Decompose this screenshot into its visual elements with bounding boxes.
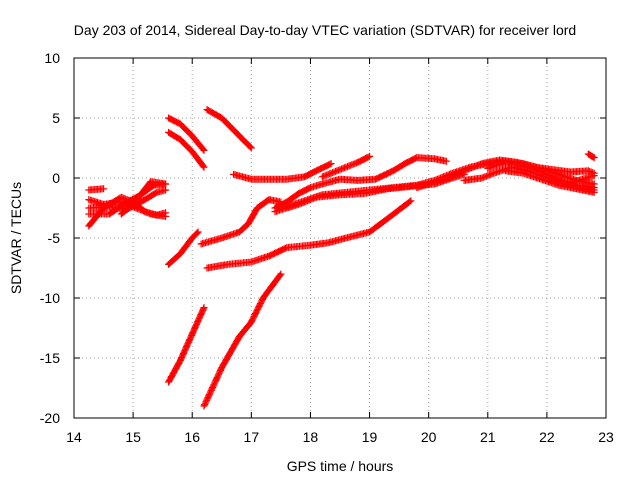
series-arc-8 xyxy=(165,128,208,171)
x-tick-label: 16 xyxy=(184,429,200,445)
data-markers xyxy=(197,196,285,248)
series-arc-12 xyxy=(197,196,285,248)
data-markers xyxy=(584,150,598,162)
x-tick-label: 18 xyxy=(303,429,319,445)
data-markers xyxy=(502,167,598,196)
data-markers xyxy=(200,270,285,410)
y-axis-label: SDTVAR / TECUs xyxy=(8,182,24,294)
x-tick-label: 20 xyxy=(421,429,437,445)
series-arc-15 xyxy=(230,160,335,183)
data-markers xyxy=(165,228,202,268)
x-tick-label: 23 xyxy=(598,429,614,445)
data-markers xyxy=(85,193,170,230)
x-axis-label: GPS time / hours xyxy=(287,458,394,474)
series-arc-14 xyxy=(203,197,415,272)
x-tick-label: 17 xyxy=(244,429,260,445)
data-markers xyxy=(203,106,255,152)
data-markers xyxy=(165,128,208,171)
series-arc-1 xyxy=(85,185,108,194)
series-arc-16 xyxy=(271,154,450,212)
series-arc-23 xyxy=(502,167,598,196)
series-arc-25 xyxy=(584,150,598,162)
data-markers xyxy=(117,178,170,218)
y-tick-label: 10 xyxy=(44,50,60,66)
data-markers xyxy=(318,152,374,181)
y-tick-label: -10 xyxy=(40,290,60,306)
data-markers xyxy=(165,114,208,154)
series-arc-7 xyxy=(165,114,208,154)
y-tick-label: 5 xyxy=(52,110,60,126)
y-tick-label: -5 xyxy=(48,230,61,246)
chart-title: Day 203 of 2014, Sidereal Day-to-day VTE… xyxy=(74,22,576,38)
data-markers xyxy=(165,304,208,386)
series-arc-6 xyxy=(117,178,170,218)
data-markers xyxy=(85,185,108,194)
x-tick-label: 15 xyxy=(125,429,141,445)
series-arc-24 xyxy=(567,172,598,187)
y-tick-label: -20 xyxy=(40,410,60,426)
x-tick-label: 21 xyxy=(480,429,496,445)
data-markers xyxy=(271,154,450,212)
x-tick-label: 14 xyxy=(66,429,82,445)
grid-lines xyxy=(74,58,606,418)
series-arc-19 xyxy=(318,152,374,181)
series-arc-10 xyxy=(165,304,208,386)
y-tick-label: -15 xyxy=(40,350,60,366)
tick-labels: 14 15 16 17 18 19 20 21 22 23 -20 -15 -10 -5 0 5 10 xyxy=(40,50,614,445)
x-tick-label: 22 xyxy=(539,429,555,445)
data-markers xyxy=(567,172,598,187)
data-markers xyxy=(203,197,415,272)
series-arc-13 xyxy=(200,270,285,410)
data-series xyxy=(85,106,598,410)
y-tick-label: 0 xyxy=(52,170,60,186)
series-arc-11 xyxy=(203,106,255,152)
series-arc-9 xyxy=(165,228,202,268)
x-tick-label: 19 xyxy=(362,429,378,445)
series-arc-5 xyxy=(85,193,170,230)
data-markers xyxy=(230,160,335,183)
axis-ticks xyxy=(73,57,607,419)
